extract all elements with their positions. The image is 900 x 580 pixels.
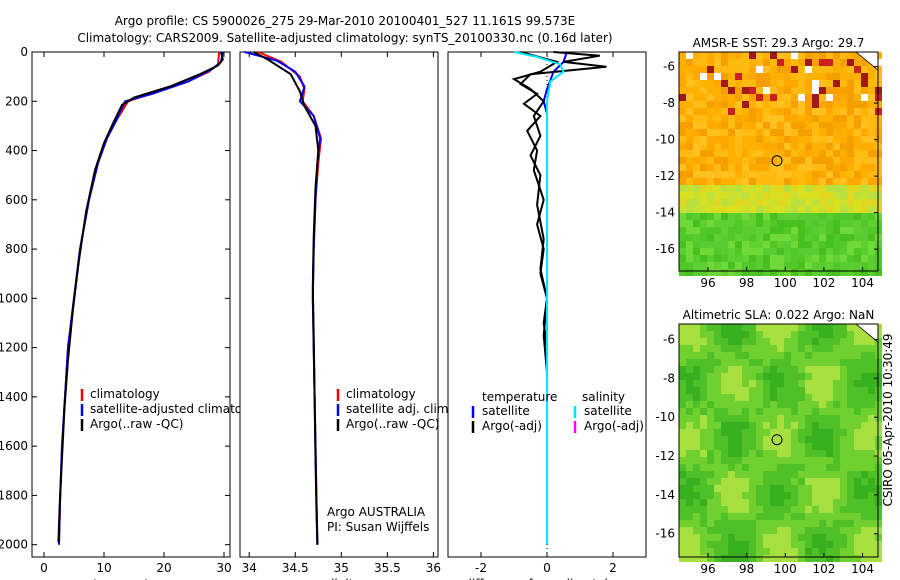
diff-legend-label: Argo(-adj): [584, 419, 644, 433]
temp-xtick-label: 0: [40, 561, 48, 575]
temp-xlabel: temperature: [93, 577, 168, 580]
diff-xtick-label: -2: [475, 561, 487, 575]
sst-map-ytick-label: -16: [655, 242, 675, 256]
sst-map-ytick-label: -12: [655, 169, 675, 183]
sal-xtick-label: 35.5: [374, 561, 401, 575]
sst-map-title: AMSR-E SST: 29.3 Argo: 29.7: [693, 36, 865, 50]
temp-ytick-label: 2000: [0, 538, 28, 552]
diff-series-temp-Argo-2: [511, 51, 560, 373]
sst-map-xtick-label: 100: [774, 276, 797, 290]
temp-ytick-label: 400: [5, 144, 28, 158]
sal-annotation: PI: Susan Wijffels: [327, 520, 429, 534]
diff-xlabel: difference from climatology: [464, 577, 630, 580]
sst-map-field: [679, 52, 882, 276]
temperature-panel: 0 10 20 30 0 200 400 600 800 1000 1200 1400 1600 1800…: [0, 45, 268, 580]
sst-map-xtick-label: 102: [812, 276, 835, 290]
sal-legend-label: satellite adj. clim.: [346, 402, 452, 416]
temp-ytick-label: 0: [20, 45, 28, 59]
sst-argo-marker: [771, 155, 783, 167]
sal-legend-label: Argo(..raw -QC): [346, 417, 439, 431]
sla-map-frame: [678, 323, 879, 558]
temp-legend-label: satellite-adjusted climatology: [90, 402, 268, 416]
sla-map-ytick-label: -8: [663, 371, 675, 385]
temp-ytick-label: 1000: [0, 291, 28, 305]
title-line2: Climatology: CARS2009. Satellite-adjuste…: [77, 31, 612, 45]
temp-axes-box: [31, 51, 231, 558]
sst-map-ytick-label: -6: [663, 60, 675, 74]
temp-xtick-label: 30: [216, 561, 231, 575]
sla-argo-marker: [771, 434, 783, 446]
sla-map-xtick-label: 98: [739, 562, 754, 576]
diff-legend-label: satellite: [482, 404, 530, 418]
sst-map-frame: [678, 51, 879, 272]
temp-ytick-label: 1600: [0, 439, 28, 453]
sal-xtick-label: 36: [426, 561, 441, 575]
temp-ytick-label: 600: [5, 193, 28, 207]
diff-legend-header-temp: temperature: [482, 390, 557, 404]
diff-xtick-label: 0: [543, 561, 551, 575]
sla-map-ytick-label: -16: [655, 527, 675, 541]
sst-map-ytick-label: -8: [663, 96, 675, 110]
temp-xtick-label: 20: [156, 561, 171, 575]
difference-panel: -2 0 2 difference from climatology temperatu…: [447, 51, 647, 580]
temp-series-Argo: [57, 51, 224, 543]
sla-map-xtick-label: 100: [774, 562, 797, 576]
sst-map-xtick-label: 98: [739, 276, 754, 290]
diff-series-sal-satellite: [513, 51, 565, 545]
sla-map-ytick-label: -6: [663, 333, 675, 347]
sal-xlabel: salinity: [317, 577, 360, 580]
sal-xtick-label: 35: [334, 561, 349, 575]
sla-map-xtick-label: 102: [812, 562, 835, 576]
temp-legend-label: Argo(..raw -QC): [90, 417, 183, 431]
side-timestamp: CSIRO 05-Apr-2010 10:30:49: [881, 333, 895, 506]
temp-ytick-label: 800: [5, 242, 28, 256]
sal-series-Argo: [253, 51, 320, 545]
sst-map-ytick-label: -10: [655, 133, 675, 147]
title-line1: Argo profile: CS 5900026_275 29-Mar-2010…: [115, 14, 575, 28]
diff-xtick-label: 2: [609, 561, 617, 575]
temp-ytick-label: 1800: [0, 488, 28, 502]
sla-map-ytick-label: -12: [655, 449, 675, 463]
salinity-panel: 34 34.5 35 35.5 36 salinity climatologysatelli…: [239, 51, 452, 580]
temp-ytick-label: 1200: [0, 341, 28, 355]
temp-ytick-label: 1400: [0, 390, 28, 404]
sst-map-ytick-label: -14: [655, 206, 675, 220]
sla-map-ytick-label: -14: [655, 488, 675, 502]
sst-map-xtick-label: 104: [851, 276, 874, 290]
sla-map: Altimetric SLA: 0.022 Argo: NaN 96 98 100 10…: [655, 308, 882, 576]
sst-map: AMSR-E SST: 29.3 Argo: 29.7 96 98 100 102 104…: [655, 36, 882, 290]
sal-axes-box: [239, 51, 439, 558]
sla-map-field: [679, 324, 882, 562]
temp-ytick-label: 200: [5, 94, 28, 108]
diff-legend-label: satellite: [584, 404, 632, 418]
sal-xtick-label: 34.5: [282, 561, 309, 575]
diff-legend-label: Argo(-adj): [482, 419, 542, 433]
sal-legend-label: climatology: [346, 387, 416, 401]
sal-annotation: Argo AUSTRALIA: [327, 505, 426, 519]
sla-map-title: Altimetric SLA: 0.022 Argo: NaN: [683, 308, 875, 322]
sla-map-xtick-label: 104: [851, 562, 874, 576]
sla-map-xtick-label: 96: [700, 562, 715, 576]
temp-xtick-label: 10: [96, 561, 111, 575]
diff-legend-header-sal: salinity: [582, 390, 625, 404]
sst-map-xtick-label: 96: [700, 276, 715, 290]
sal-xtick-label: 34: [242, 561, 257, 575]
temp-legend-label: climatology: [90, 387, 160, 401]
sla-map-ytick-label: -10: [655, 410, 675, 424]
